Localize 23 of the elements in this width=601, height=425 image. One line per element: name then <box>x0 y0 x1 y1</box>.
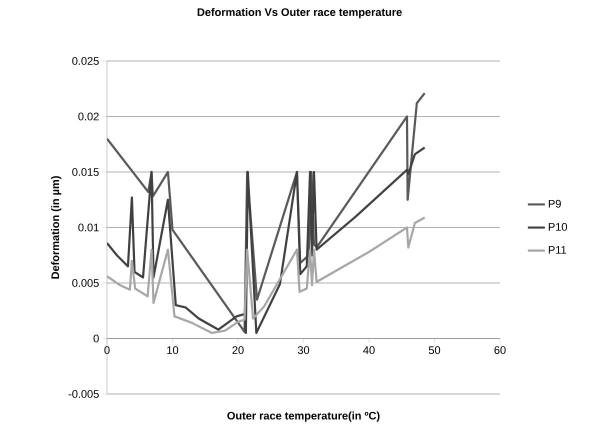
legend-label: P10 <box>548 222 568 231</box>
legend-label: P9 <box>548 200 561 208</box>
y-tick-label: 0.02 <box>78 112 99 120</box>
y-tick-label: 0.015 <box>72 168 99 176</box>
line-series <box>107 92 426 333</box>
y-tick-label: 0.025 <box>72 57 99 65</box>
x-tick-label: 10 <box>167 346 178 354</box>
x-axis-title: Outer race temperature(in ºC) <box>227 412 380 422</box>
x-tick-label: 30 <box>298 346 310 354</box>
y-tick-label: 0.01 <box>78 224 99 232</box>
x-tick-label: 40 <box>363 346 375 354</box>
line-series <box>107 146 426 334</box>
x-tick-label: 0 <box>104 346 110 354</box>
x-tick-label: 20 <box>232 346 244 354</box>
y-tick-label: 0.005 <box>72 279 99 287</box>
x-tick-label: 50 <box>428 346 440 354</box>
y-axis-title: Deformation (in µm) <box>51 176 62 279</box>
y-tick-label: -0.005 <box>68 390 99 398</box>
legend-label: P11 <box>548 246 566 254</box>
chart-title: Deformation Vs Outer race temperature <box>198 8 402 18</box>
x-tick-label: 60 <box>494 346 506 354</box>
line-series <box>107 216 426 334</box>
y-tick-label: 0 <box>94 334 99 342</box>
